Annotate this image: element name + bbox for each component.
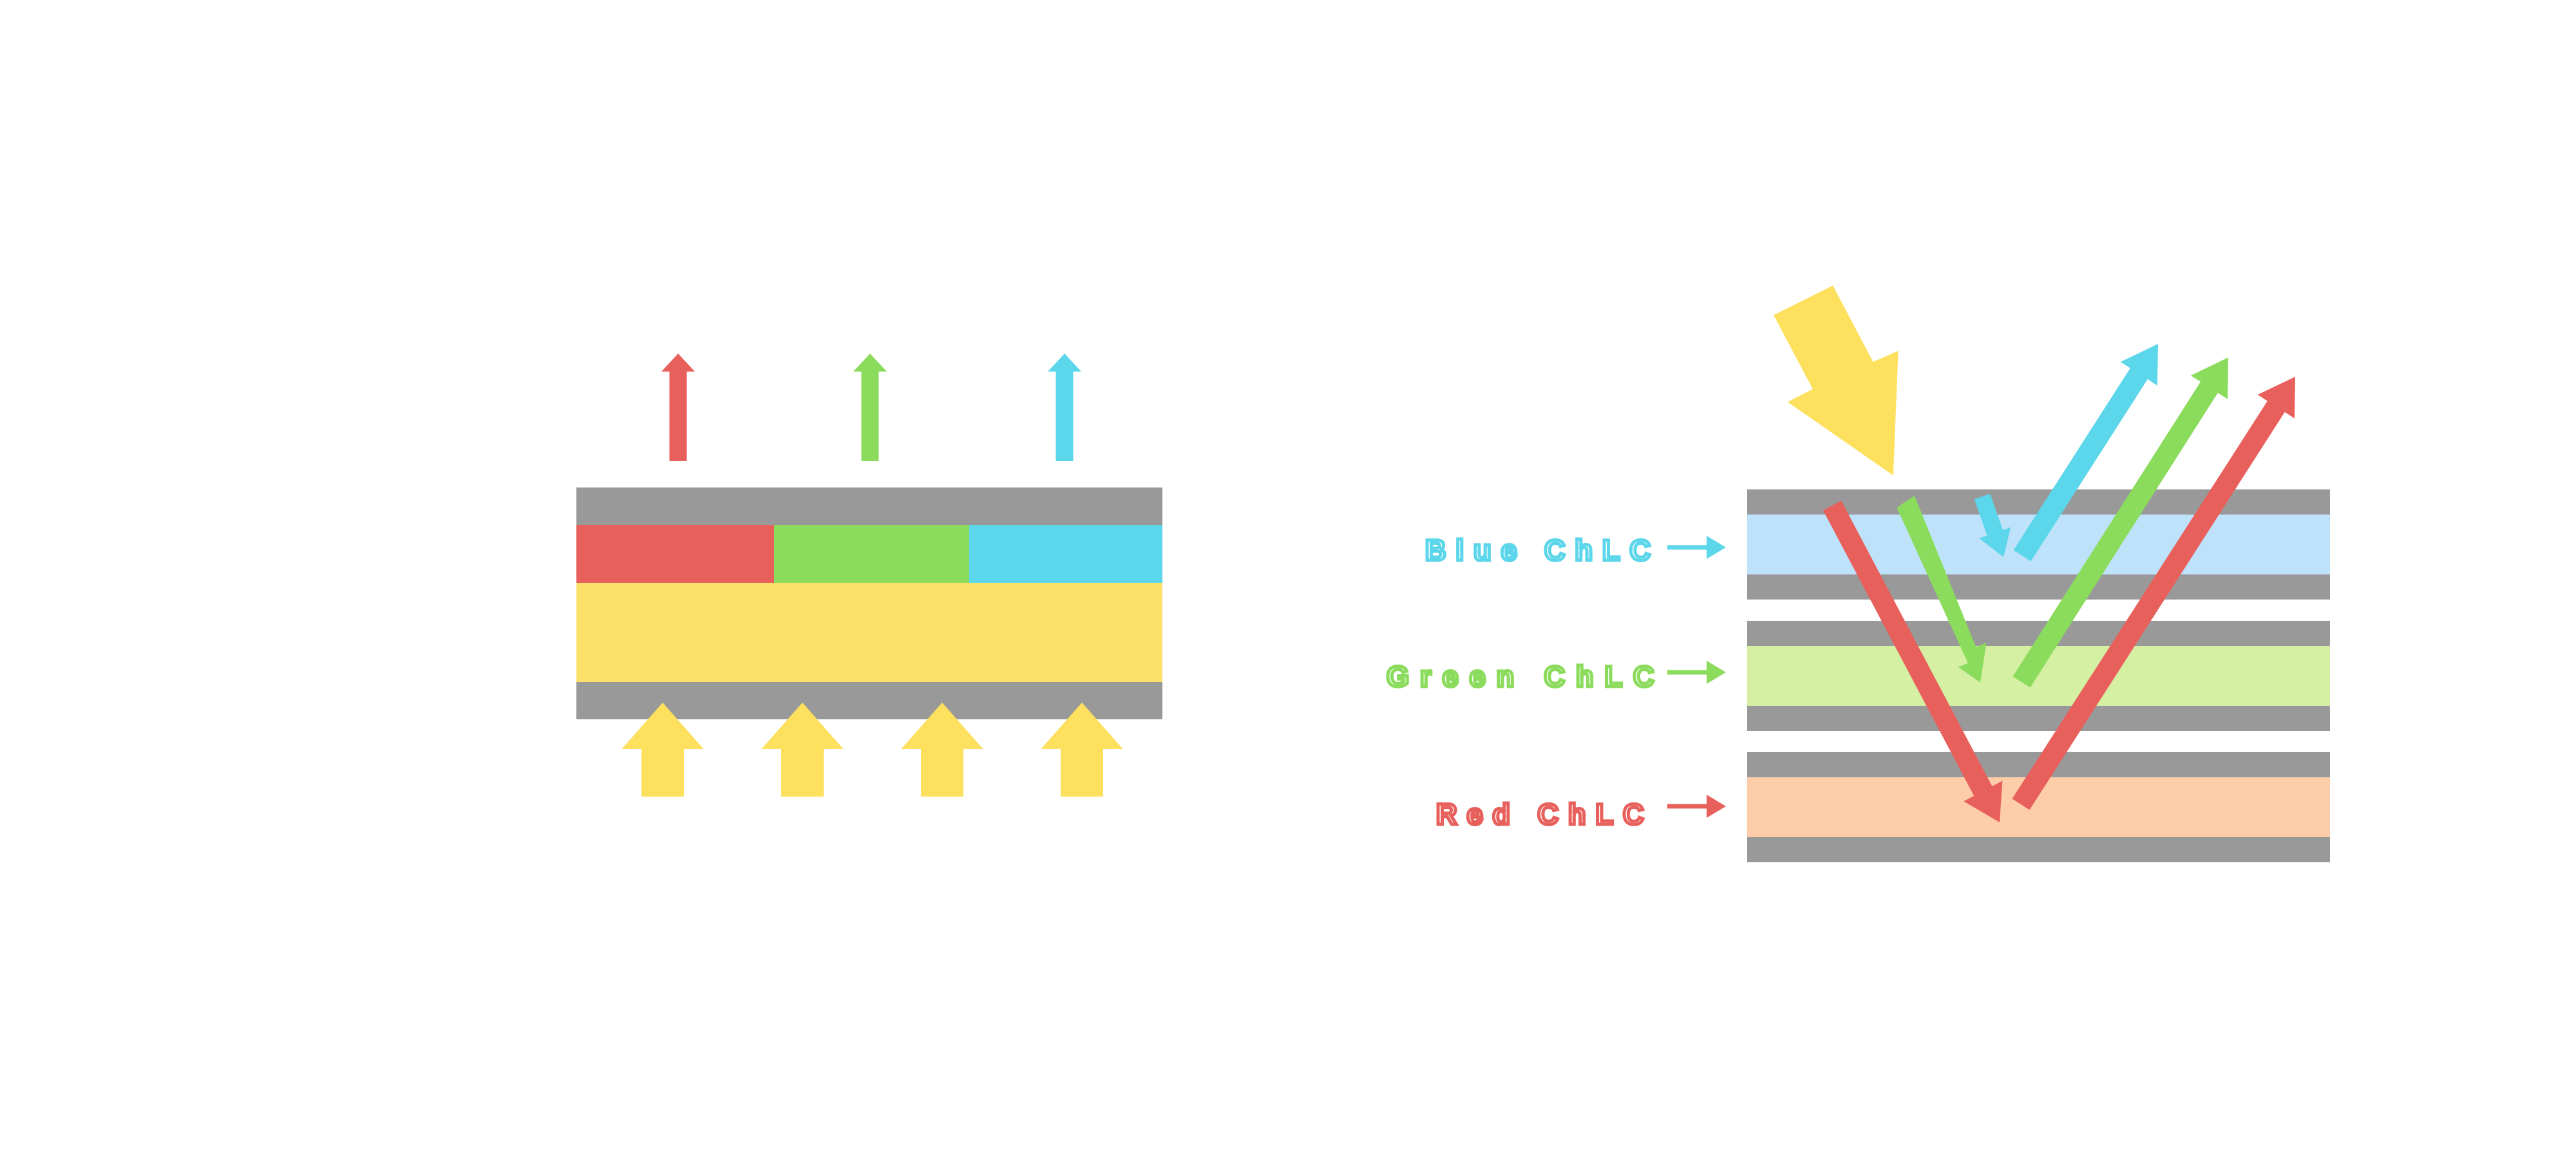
svg-text:Blue ChLC: Blue ChLC	[1425, 534, 1660, 567]
svg-text:Red ChLC: Red ChLC	[1436, 798, 1654, 831]
svg-text:Green ChLC: Green ChLC	[1387, 660, 1665, 693]
